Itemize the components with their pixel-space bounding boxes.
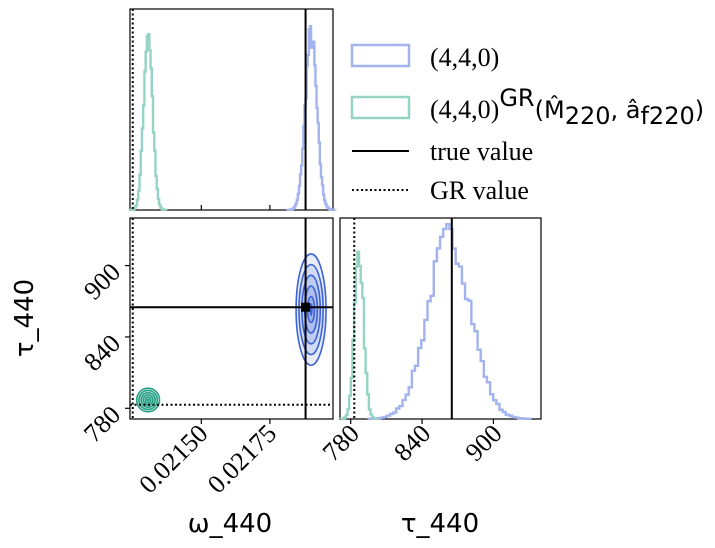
tau-hist-green bbox=[339, 250, 379, 421]
tau-hist-panel bbox=[339, 217, 542, 420]
omega-hist-green bbox=[128, 32, 168, 212]
tau-y-tick-label-3: 900 bbox=[78, 257, 126, 305]
legend-patch-blue bbox=[350, 43, 411, 68]
joint-panel bbox=[129, 217, 334, 420]
tau-y-tick-label-1: 780 bbox=[78, 400, 126, 448]
legend-label-2: (4,4,0)GR(M̂220, âf220) bbox=[430, 84, 704, 130]
tau-y-tick-label-2: 840 bbox=[78, 329, 126, 377]
x-axis-label-omega: ω_440 bbox=[188, 509, 272, 539]
legend-label-1: (4,4,0) bbox=[430, 43, 499, 72]
reference-lines bbox=[130, 9, 453, 419]
legend-label-4: GR value bbox=[430, 176, 529, 205]
omega-hist-panel bbox=[129, 8, 334, 211]
legend-label-3: true value bbox=[430, 137, 533, 166]
tau-x-tick-label-3: 900 bbox=[460, 419, 508, 467]
tau-x-tick-label-1: 780 bbox=[317, 419, 365, 467]
legend-patch-green bbox=[350, 95, 411, 120]
joint-true-marker bbox=[301, 302, 311, 312]
omega-histograms bbox=[128, 24, 337, 212]
x-axis-label-tau: τ_440 bbox=[401, 509, 479, 539]
tau-x-tick-label-2: 840 bbox=[388, 419, 436, 467]
legend: (4,4,0) (4,4,0)GR(M̂220, âf220) true val… bbox=[350, 43, 704, 205]
omega-tick-label-2: 0.02175 bbox=[202, 419, 282, 499]
joint-green-core bbox=[146, 398, 150, 402]
omega-tick-label-1: 0.02150 bbox=[133, 419, 213, 499]
y-axis-label-tau: τ_440 bbox=[10, 279, 40, 357]
joint-contours bbox=[135, 253, 327, 413]
omega-hist-blue bbox=[285, 24, 337, 212]
tau-hist-blue bbox=[366, 222, 532, 421]
tau-histograms bbox=[339, 222, 532, 421]
